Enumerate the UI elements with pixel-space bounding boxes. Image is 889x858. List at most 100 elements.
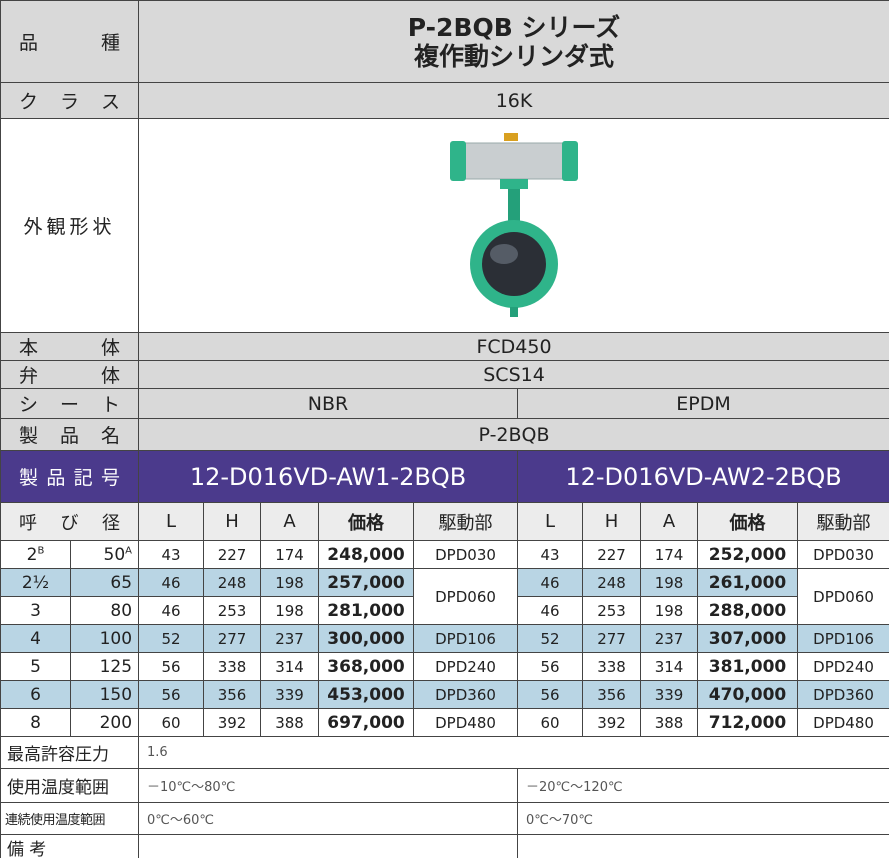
dimension: 198 (260, 568, 320, 597)
label: 本 体 (0, 332, 140, 361)
price: 712,000 (697, 708, 799, 737)
value: P-2BQB (138, 418, 889, 451)
row: 製 品 記 号 12-D016VD-AW1-2BQB 12-D016VD-AW2… (0, 450, 889, 503)
product-code: 12-D016VD-AW1-2BQB (138, 450, 519, 503)
value: SCS14 (138, 360, 889, 389)
dimension: 253 (582, 596, 642, 625)
price: 252,000 (697, 540, 799, 569)
dimension: 392 (582, 708, 642, 737)
dimension: 198 (640, 568, 699, 597)
image-cell (138, 118, 889, 333)
label: 外観形状 (0, 118, 140, 333)
dimension: 392 (203, 708, 262, 737)
label: 備 考 (0, 834, 140, 858)
size-note: A (125, 544, 133, 556)
dimension: 46 (138, 596, 205, 625)
data-row: 4 100 52 277 237 300,000 DPD106 52 277 237 307,000… (0, 624, 889, 653)
dimension: 198 (260, 596, 320, 625)
price: 697,000 (318, 708, 415, 737)
price: 368,000 (318, 652, 415, 681)
size-text: 4 (30, 628, 41, 649)
dimension: 46 (517, 596, 584, 625)
footer-section: 最高許容圧力 1.6 使用温度範囲 －10℃～80℃ －20℃～120℃ 連続使… (0, 736, 889, 858)
drive: DPD030 (413, 540, 519, 569)
dimension: 248 (582, 568, 642, 597)
drive: DPD360 (413, 680, 519, 709)
row: 連続使用温度範囲 0℃～60℃ 0℃～70℃ (0, 802, 889, 835)
dimension: 237 (640, 624, 699, 653)
dimension: 227 (203, 540, 262, 569)
row: 備 考 (0, 834, 889, 858)
dimension: 46 (138, 568, 205, 597)
dimension: 277 (582, 624, 642, 653)
size-mm: 125 (69, 652, 140, 681)
price: 470,000 (697, 680, 799, 709)
label: シ ー ト (0, 388, 140, 419)
dimension: 174 (260, 540, 320, 569)
label: ク ラ ス (0, 82, 140, 119)
size-inch: 4 (0, 624, 71, 653)
header-cell: A (640, 502, 699, 541)
row: ク ラ ス 16K (0, 82, 889, 119)
price: 281,000 (318, 596, 415, 625)
size-text: 6 (30, 684, 41, 705)
dimension: 339 (640, 680, 699, 709)
header-cell: A (260, 502, 320, 541)
drive: DPD360 (797, 680, 889, 709)
header-cell: H (582, 502, 642, 541)
header-cell: 価格 (697, 502, 799, 541)
row: 弁 体 SCS14 (0, 360, 889, 389)
dimension: 43 (517, 540, 584, 569)
price: 288,000 (697, 596, 799, 625)
value: 0℃～70℃ (517, 802, 889, 835)
value: NBR (138, 388, 519, 419)
header-row: 呼 び 径 L H A 価格 駆動部 L H A 価格 駆動部 (0, 502, 889, 541)
value: FCD450 (138, 332, 889, 361)
data-row: 6 150 56 356 339 453,000 DPD360 56 356 339 470,000… (0, 680, 889, 709)
size-inch: 5 (0, 652, 71, 681)
drive: DPD480 (797, 708, 889, 737)
row: 使用温度範囲 －10℃～80℃ －20℃～120℃ (0, 768, 889, 803)
dimension: 339 (260, 680, 320, 709)
value: 16K (138, 82, 889, 119)
data-row: 2B 50A 43 227 174 248,000 DPD030 43 227 174 252,00… (0, 540, 889, 569)
size-mm: 65 (69, 568, 140, 597)
drive: DPD240 (413, 652, 519, 681)
row: シ ー ト NBR EPDM (0, 388, 889, 419)
dimension: 52 (138, 624, 205, 653)
dimension: 314 (640, 652, 699, 681)
size-text: 80 (110, 600, 133, 621)
header-cell: 価格 (318, 502, 415, 541)
label: 製 品 名 (0, 418, 140, 451)
data-row: 8 200 60 392 388 697,000 DPD480 60 392 388 712,000… (0, 708, 889, 737)
dimension: 56 (138, 652, 205, 681)
size-mm: 80 (69, 596, 140, 625)
size-text: 65 (110, 572, 133, 593)
dimension-table: 呼 び 径 L H A 価格 駆動部 L H A 価格 駆動部 2B 50A 43 227 174 248,00… (0, 502, 889, 737)
value: 1.6 (138, 736, 889, 769)
dimension: 237 (260, 624, 320, 653)
size-mm: 150 (69, 680, 140, 709)
header-cell: L (517, 502, 584, 541)
dimension: 56 (517, 652, 584, 681)
drive: DPD030 (797, 540, 889, 569)
title: P-2BQB シリーズ 複作動シリンダ式 (138, 0, 889, 83)
dimension: 60 (138, 708, 205, 737)
value: 0℃～60℃ (138, 802, 519, 835)
size-text: 150 (99, 684, 133, 705)
label: 製 品 記 号 (0, 450, 140, 503)
header-cell: L (138, 502, 205, 541)
size-inch: 6 (0, 680, 71, 709)
size-mm: 100 (69, 624, 140, 653)
dimension: 43 (138, 540, 205, 569)
size-inch: 3 (0, 596, 71, 625)
size-text: 50 (103, 544, 126, 565)
top-section: 品 種 P-2BQB シリーズ 複作動シリンダ式 ク ラ ス 16K 外観形状 本… (0, 0, 889, 503)
drive: DPD060 (413, 568, 519, 625)
price: 261,000 (697, 568, 799, 597)
row: 品 種 P-2BQB シリーズ 複作動シリンダ式 (0, 0, 889, 83)
drive: DPD060 (797, 568, 889, 625)
drive: DPD106 (413, 624, 519, 653)
size-mm: 50A (69, 540, 140, 569)
